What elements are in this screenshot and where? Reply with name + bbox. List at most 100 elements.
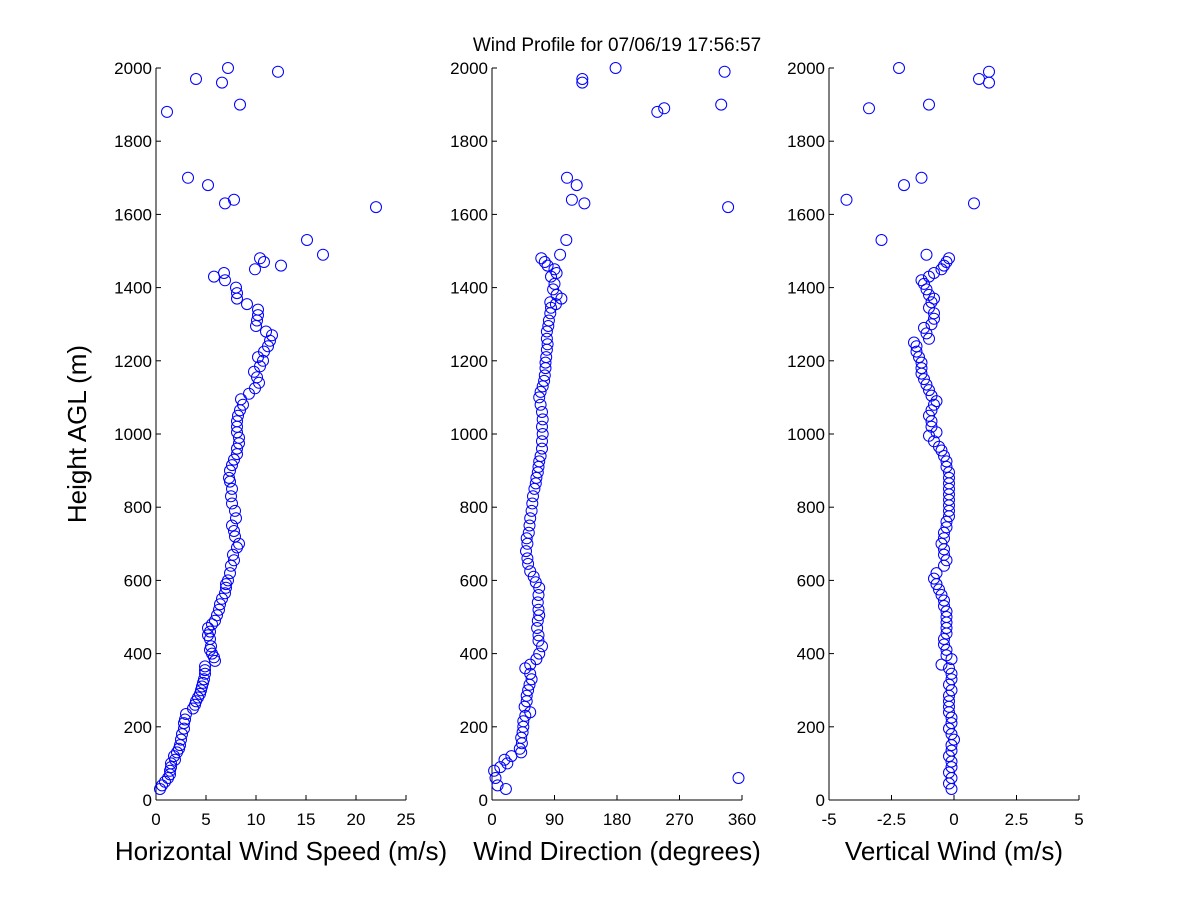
x-axis-label: Vertical Wind (m/s) — [845, 836, 1063, 866]
x-tick-label: 270 — [665, 810, 693, 829]
data-point — [539, 356, 552, 369]
y-tick-label: 1000 — [787, 425, 825, 444]
data-point — [228, 525, 240, 537]
data-point — [521, 552, 534, 565]
data-point — [199, 664, 211, 677]
data-point — [943, 466, 955, 479]
data-point — [898, 179, 910, 192]
y-tick-label: 200 — [460, 718, 488, 737]
data-points — [488, 62, 745, 795]
data-point — [266, 329, 278, 342]
data-point — [940, 256, 953, 268]
data-point — [228, 453, 240, 466]
panel-3: 0 200 400 600 800 1000 1200 1400 1600 1800 2000 -5 -… — [787, 59, 1084, 866]
data-point — [168, 750, 180, 763]
y-tick-label: 1200 — [114, 352, 152, 371]
x-tick-label: 5 — [201, 810, 210, 829]
data-point — [910, 340, 923, 353]
data-point — [301, 234, 313, 246]
data-point — [938, 526, 950, 539]
data-point — [272, 65, 284, 78]
data-point — [540, 332, 553, 345]
data-point — [526, 497, 539, 510]
data-point — [943, 750, 955, 763]
data-point — [520, 689, 533, 702]
data-point — [227, 548, 239, 561]
x-tick-label: 0 — [151, 810, 160, 829]
data-point — [863, 102, 875, 115]
x-tick-label: 25 — [397, 810, 416, 829]
data-point — [920, 378, 933, 391]
x-tick-label: 20 — [347, 810, 366, 829]
data-point — [542, 320, 555, 332]
data-point — [252, 309, 264, 322]
data-point — [489, 772, 502, 784]
x-tick-label: -5 — [821, 810, 836, 829]
data-point — [938, 532, 950, 545]
y-tick-label: 800 — [124, 498, 152, 517]
data-point — [534, 450, 547, 462]
y-tick-label: 1000 — [450, 425, 488, 444]
data-point — [658, 102, 671, 115]
data-point — [275, 259, 287, 272]
data-point — [533, 609, 546, 622]
y-axis-label: Height AGL (m) — [62, 345, 92, 523]
data-point — [928, 398, 940, 411]
data-point — [893, 62, 905, 74]
data-point — [536, 413, 549, 426]
data-point — [189, 698, 201, 711]
data-point — [915, 362, 928, 375]
y-tick-label: 0 — [143, 791, 152, 810]
data-point — [542, 314, 555, 327]
data-point — [222, 574, 234, 587]
data-point — [930, 567, 943, 580]
x-tick-label: 180 — [603, 810, 631, 829]
figure-title: Wind Profile for 07/06/19 17:56:57 — [473, 35, 761, 56]
data-point — [208, 270, 220, 283]
data-point — [226, 519, 238, 532]
y-tick-label: 1800 — [787, 132, 825, 151]
data-point — [576, 73, 589, 85]
y-tick-label: 1200 — [450, 352, 488, 371]
y-tick-label: 0 — [479, 791, 488, 810]
data-point — [251, 371, 263, 384]
data-point — [232, 409, 244, 422]
data-point — [536, 406, 548, 418]
data-point — [165, 757, 177, 770]
data-point — [923, 301, 935, 314]
data-point — [943, 252, 955, 265]
data-point — [499, 783, 512, 795]
data-point — [216, 592, 228, 605]
data-point — [198, 673, 210, 686]
data-point — [541, 259, 554, 272]
data-point — [534, 385, 547, 398]
data-point — [262, 340, 274, 353]
data-point — [525, 504, 538, 517]
data-point — [209, 614, 221, 627]
data-point — [938, 548, 950, 561]
data-point — [923, 288, 935, 301]
data-point — [370, 201, 382, 214]
data-point — [156, 779, 168, 792]
data-point — [520, 532, 533, 545]
x-axis-label: Wind Direction (degrees) — [473, 836, 761, 866]
x-tick-label: 0 — [949, 810, 958, 829]
data-point — [525, 673, 538, 686]
data-point — [533, 455, 546, 468]
data-point — [165, 761, 177, 774]
data-point — [237, 398, 249, 411]
data-point — [533, 647, 546, 660]
data-point — [228, 193, 240, 206]
data-point — [915, 274, 928, 287]
data-point — [945, 673, 958, 686]
data-points — [840, 62, 995, 795]
y-tick-label: 200 — [797, 718, 825, 737]
data-point — [938, 638, 950, 651]
y-tick-label: 600 — [797, 571, 825, 590]
data-point — [925, 389, 938, 402]
data-point — [224, 464, 236, 477]
data-point — [253, 376, 265, 389]
data-point — [534, 398, 547, 411]
data-point — [910, 345, 923, 358]
y-tick-label: 2000 — [450, 59, 488, 78]
